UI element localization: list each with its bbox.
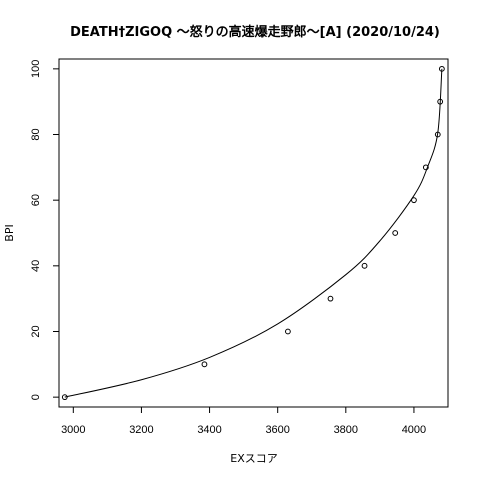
y-axis: 0 20 40 60 80 100 — [30, 60, 60, 400]
y-axis-label: BPI — [3, 224, 16, 241]
fit-curve — [64, 68, 443, 398]
data-point — [437, 98, 444, 105]
y-tick-label: 40 — [30, 260, 42, 272]
data-point — [392, 230, 399, 236]
plot-frame — [58, 58, 449, 408]
y-tick-label: 20 — [30, 325, 42, 337]
data-point — [361, 262, 368, 269]
chart-title: DEATH†ZIGOQ ～怒りの高速爆走野郎～[A] (2020/10/24) — [70, 24, 440, 40]
data-point — [201, 361, 208, 368]
y-tick-label: 100 — [30, 60, 42, 78]
data-point — [327, 295, 334, 302]
data-points — [61, 65, 445, 401]
data-point — [411, 197, 417, 204]
data-point — [434, 131, 441, 138]
x-axis-label: EXスコア — [230, 452, 278, 465]
data-point — [422, 164, 429, 171]
x-tick-label: 3600 — [265, 424, 289, 436]
x-tick-label: 3800 — [334, 424, 358, 436]
x-tick-label: 3400 — [197, 424, 221, 436]
x-tick-label: 3000 — [61, 424, 85, 436]
y-tick-label: 80 — [30, 128, 42, 140]
data-point — [438, 65, 445, 72]
y-tick-label: 60 — [30, 194, 42, 206]
x-axis: 3000 3200 3400 3600 3800 4000 — [61, 406, 426, 436]
x-tick-label: 4000 — [402, 424, 426, 436]
data-point — [285, 328, 291, 335]
x-tick-label: 3200 — [129, 424, 153, 436]
y-tick-label: 0 — [30, 394, 42, 400]
data-point — [61, 394, 68, 401]
